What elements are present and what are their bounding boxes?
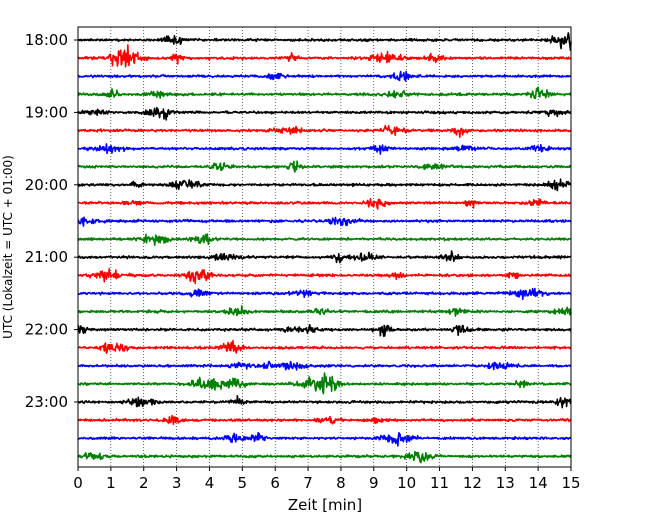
trace-row-17 [77,339,572,354]
x-tick-label-9: 9 [369,474,379,492]
trace-row-5 [77,124,572,138]
trace-row-12 [77,250,572,264]
trace-row-22 [77,431,572,447]
trace-row-14 [77,287,572,301]
x-tick-label-15: 15 [561,474,580,492]
seismic-traces [77,32,572,464]
x-tick-label-11: 11 [430,474,449,492]
x-tick-label-7: 7 [303,474,313,492]
y-tick-label-21:00: 21:00 [25,248,68,266]
trace-row-13 [77,267,572,285]
x-tick-label-10: 10 [397,474,416,492]
y-tick-label-19:00: 19:00 [25,103,68,121]
y-tick-label-20:00: 20:00 [25,176,68,194]
trace-row-10 [77,216,572,227]
trace-row-0 [77,32,572,52]
trace-row-16 [77,324,572,337]
x-tick-label-3: 3 [172,474,182,492]
x-tick-label-2: 2 [139,474,149,492]
y-tick-label-23:00: 23:00 [25,393,68,411]
x-tick-label-6: 6 [270,474,280,492]
x-tick-label-1: 1 [106,474,116,492]
x-tick-label-8: 8 [336,474,346,492]
grid-lines [110,27,539,467]
trace-row-18 [77,360,572,371]
trace-row-7 [77,160,572,173]
trace-row-9 [77,197,572,210]
y-axis-ticks: 18:00 19:00 20:00 21:00 22:00 23:00 [25,31,78,411]
x-tick-label-14: 14 [529,474,548,492]
plot-background [78,27,571,467]
trace-row-8 [77,178,572,192]
trace-row-15 [77,305,572,317]
x-tick-label-4: 4 [205,474,215,492]
plot-frame [77,26,572,468]
x-tick-label-0: 0 [73,474,83,492]
x-axis-label: Zeit [min] [288,496,362,514]
trace-row-23 [77,450,572,464]
y-tick-label-22:00: 22:00 [25,321,68,339]
trace-row-11 [77,233,572,247]
trace-row-2 [77,70,572,82]
trace-row-1 [77,44,572,68]
trace-row-3 [77,86,572,100]
trace-row-21 [77,414,572,426]
x-tick-label-5: 5 [238,474,248,492]
trace-row-4 [77,106,572,121]
trace-row-6 [77,143,572,155]
y-tick-label-18:00: 18:00 [25,31,68,49]
x-axis-ticks: 0 1 2 3 4 5 6 7 8 9 10 11 12 13 14 15 [73,467,581,492]
y-axis-label: UTC (Lokalzeit = UTC + 01:00) [1,155,15,339]
x-tick-label-13: 13 [496,474,515,492]
trace-row-20 [77,395,572,409]
x-tick-label-12: 12 [463,474,482,492]
trace-row-19 [77,372,572,395]
